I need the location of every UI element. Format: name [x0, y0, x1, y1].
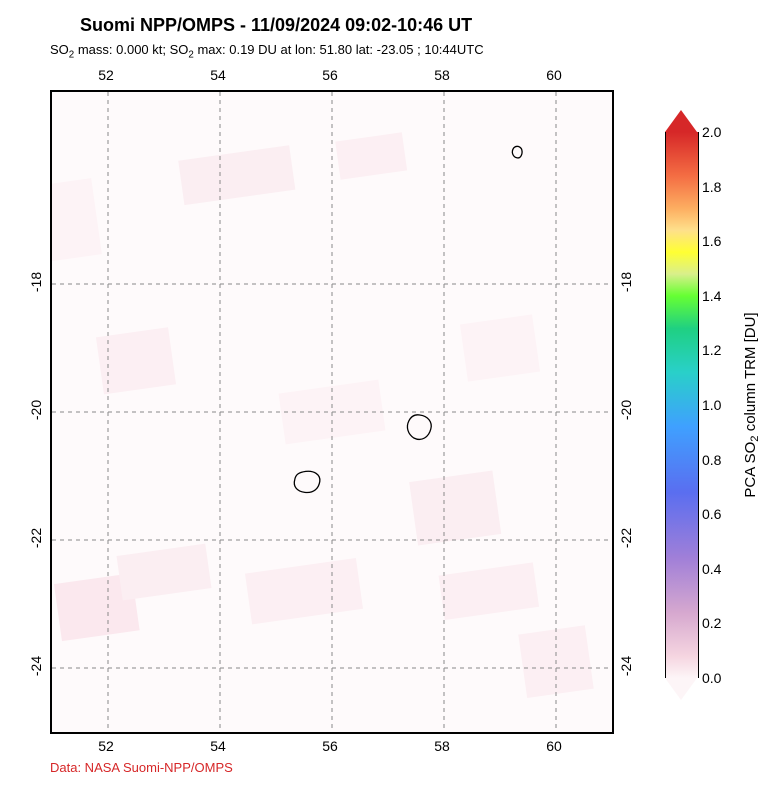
colorbar-tick-label: 0.2	[702, 615, 721, 631]
data-credit: Data: NASA Suomi-NPP/OMPS	[50, 760, 233, 775]
axis-tick-label: 56	[322, 67, 338, 83]
colorbar-tick-label: 0.0	[702, 670, 721, 686]
rodrigues-island-icon	[512, 146, 522, 158]
axis-tick-label: -22	[28, 528, 44, 548]
colorbar-tick-label: 0.6	[702, 506, 721, 522]
chart-title: Suomi NPP/OMPS - 11/09/2024 09:02-10:46 …	[80, 15, 472, 36]
axis-tick-label: -22	[618, 528, 634, 548]
colorbar-tick-label: 0.4	[702, 561, 721, 577]
axis-tick-label: 54	[210, 738, 226, 754]
colorbar-overflow-top-icon	[665, 110, 697, 132]
colorbar-tick-label: 1.0	[702, 397, 721, 413]
map-frame	[50, 90, 614, 734]
axis-tick-label: 54	[210, 67, 226, 83]
colorbar-label: PCA SO2 column TRM [DU]	[742, 312, 761, 497]
colorbar-tick-label: 0.8	[702, 452, 721, 468]
axis-tick-label: -20	[618, 400, 634, 420]
colorbar-tick-label: 1.8	[702, 179, 721, 195]
axis-tick-label: -20	[28, 400, 44, 420]
colorbar-tick-label: 2.0	[702, 124, 721, 140]
axis-tick-label: -24	[28, 656, 44, 676]
axis-tick-label: -18	[618, 272, 634, 292]
axis-tick-label: 60	[546, 67, 562, 83]
colorbar-overflow-bottom-icon	[665, 678, 697, 700]
reunion-island-icon	[294, 471, 320, 492]
axis-tick-label: -18	[28, 272, 44, 292]
map-svg	[52, 92, 612, 732]
colorbar-gradient	[665, 132, 699, 678]
axis-tick-label: 56	[322, 738, 338, 754]
axis-tick-label: 52	[98, 67, 114, 83]
axis-tick-label: 58	[434, 67, 450, 83]
colorbar-tick-label: 1.4	[702, 288, 721, 304]
axis-tick-label: -24	[618, 656, 634, 676]
colorbar-tick-label: 1.2	[702, 342, 721, 358]
colorbar	[665, 110, 697, 700]
mauritius-island-icon	[407, 415, 431, 440]
chart-subtitle: SO2 mass: 0.000 kt; SO2 max: 0.19 DU at …	[50, 42, 484, 61]
axis-tick-label: 58	[434, 738, 450, 754]
axis-tick-label: 52	[98, 738, 114, 754]
colorbar-tick-label: 1.6	[702, 233, 721, 249]
axis-tick-label: 60	[546, 738, 562, 754]
